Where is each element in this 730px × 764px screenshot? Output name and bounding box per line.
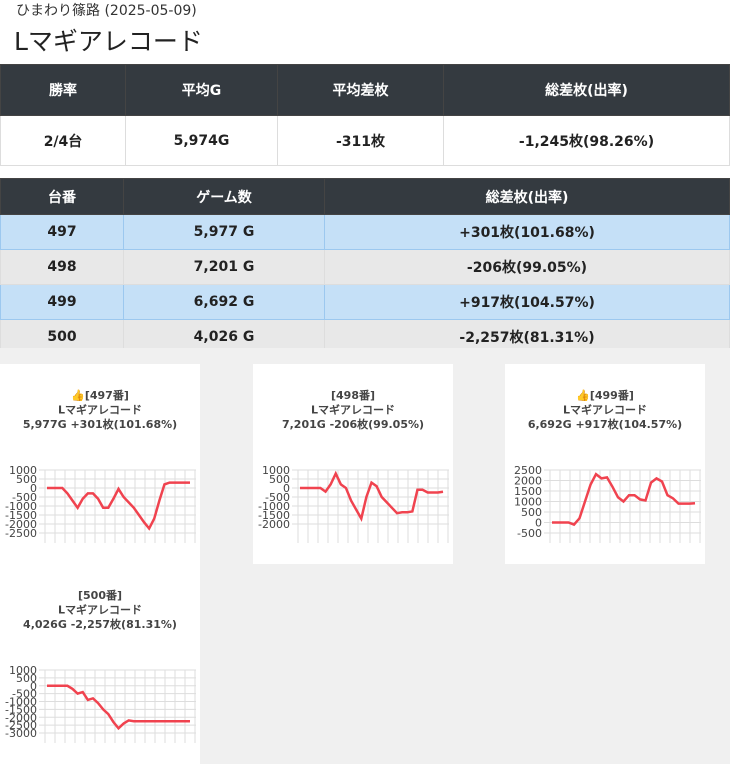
machine-row: 499 6,692 G +917枚(104.57%) — [0, 284, 730, 320]
chart-title: Lマギアレコード — [58, 403, 142, 417]
y-tick-label: -1000 — [5, 696, 37, 709]
machine-table: 台番 ゲーム数 総差枚(出率) 497 5,977 G +301枚(101.68%) 49… — [0, 178, 730, 355]
shop-date: ひまわり篠路 (2025-05-09) — [16, 3, 197, 19]
y-tick-label: 0 — [283, 482, 290, 495]
y-tick-label: -2000 — [258, 518, 290, 531]
y-tick-label: -2000 — [5, 518, 37, 531]
chart-title: Lマギアレコード — [311, 403, 395, 417]
th: 総差枚(出率) — [443, 64, 730, 116]
y-tick-label: 500 — [16, 473, 37, 486]
td: 499 — [0, 284, 124, 320]
th: 平均G — [125, 64, 278, 116]
y-tick-label: -2500 — [5, 527, 37, 540]
y-tick-label: -500 — [12, 491, 37, 504]
td: 2/4台 — [0, 115, 126, 166]
y-tick-label: -500 — [12, 688, 37, 701]
y-tick-label: 0 — [30, 680, 37, 693]
chart-title: 5,977G +301枚(101.68%) — [23, 417, 177, 431]
td: 5,974G — [125, 115, 278, 166]
th: 勝率 — [0, 64, 126, 116]
td: 7,201 G — [123, 249, 325, 285]
y-tick-label: 1000 — [262, 464, 290, 477]
td: 5,977 G — [123, 214, 325, 250]
y-tick-label: -1500 — [5, 703, 37, 716]
y-tick-label: 1000 — [514, 496, 542, 509]
machine-row: 498 7,201 G -206枚(99.05%) — [0, 249, 730, 285]
y-tick-label: 500 — [269, 473, 290, 486]
chart-title: [498番] — [331, 388, 375, 402]
y-tick-label: -1000 — [5, 500, 37, 513]
y-tick-label: 1500 — [514, 485, 542, 498]
line-series — [47, 684, 191, 731]
chart-title: Lマギアレコード — [563, 403, 647, 417]
y-tick-label: 2000 — [514, 475, 542, 488]
chart-title: 4,026G -2,257枚(81.31%) — [23, 617, 177, 631]
line-series — [47, 481, 191, 531]
chart-area: 👍[497番] Lマギアレコード 5,977G +301枚(101.68%) 1000… — [0, 348, 730, 764]
y-tick-label: -1000 — [258, 500, 290, 513]
line-series — [300, 470, 444, 522]
y-tick-label: 500 — [521, 506, 542, 519]
chart-title: 6,692G +917枚(104.57%) — [528, 417, 682, 431]
summary-table: 勝率 平均G 平均差枚 総差枚(出率) 2/4台 5,974G -311枚 -1,245枚(… — [0, 64, 730, 166]
y-tick-label: -500 — [265, 491, 290, 504]
chart-title: 7,201G -206枚(99.05%) — [282, 417, 424, 431]
chart-title: [500番] — [78, 588, 122, 602]
th: 平均差枚 — [277, 64, 444, 116]
y-tick-label: -1500 — [5, 509, 37, 522]
th: 台番 — [0, 178, 124, 215]
y-tick-label: 2500 — [514, 464, 542, 477]
th: ゲーム数 — [123, 178, 325, 215]
chart-title: Lマギアレコード — [58, 603, 142, 617]
td: -311枚 — [277, 115, 444, 166]
td: 498 — [0, 249, 124, 285]
chart-title: 👍[497番] — [71, 388, 129, 402]
y-tick-label: -2000 — [5, 711, 37, 724]
y-tick-label: -3000 — [5, 727, 37, 740]
td: -206枚(99.05%) — [324, 249, 730, 285]
y-tick-label: -2500 — [5, 719, 37, 732]
y-tick-label: -500 — [517, 527, 542, 540]
td: 497 — [0, 214, 124, 250]
y-tick-label: 0 — [30, 482, 37, 495]
td: -1,245枚(98.26%) — [443, 115, 730, 166]
y-tick-label: 500 — [16, 672, 37, 685]
y-tick-label: -1500 — [258, 509, 290, 522]
td: +301枚(101.68%) — [324, 214, 730, 250]
line-series — [552, 472, 696, 527]
th: 総差枚(出率) — [324, 178, 730, 215]
y-tick-label: 1000 — [9, 664, 37, 677]
y-tick-label: 0 — [535, 517, 542, 530]
td: +917枚(104.57%) — [324, 284, 730, 320]
page-title: Lマギアレコード — [14, 27, 203, 56]
td: 6,692 G — [123, 284, 325, 320]
machine-row: 497 5,977 G +301枚(101.68%) — [0, 214, 730, 250]
y-tick-label: 1000 — [9, 464, 37, 477]
chart-title: 👍[499番] — [576, 388, 634, 402]
